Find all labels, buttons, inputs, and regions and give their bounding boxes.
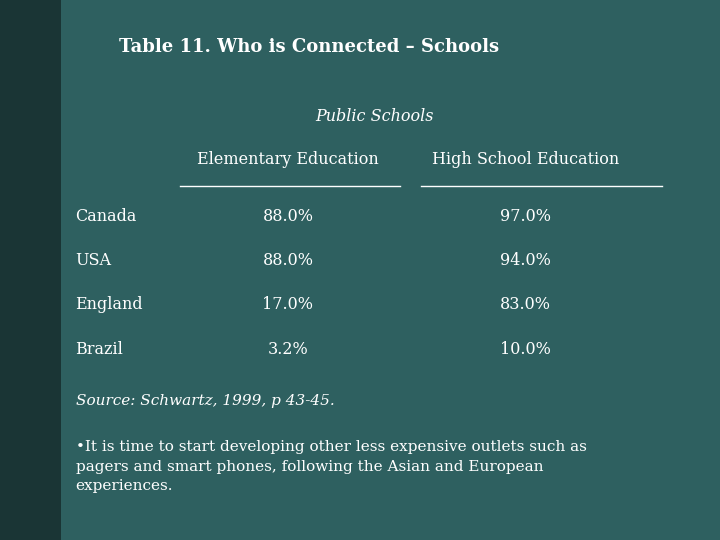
Text: •It is time to start developing other less expensive outlets such as
pagers and : •It is time to start developing other le… [76, 440, 587, 493]
Text: Table 11. Who is Connected – Schools: Table 11. Who is Connected – Schools [119, 38, 499, 56]
Text: High School Education: High School Education [432, 151, 619, 168]
Text: 17.0%: 17.0% [263, 296, 313, 313]
Text: 88.0%: 88.0% [263, 252, 313, 269]
Text: England: England [76, 296, 143, 313]
Text: Elementary Education: Elementary Education [197, 151, 379, 168]
Text: 3.2%: 3.2% [268, 341, 308, 357]
Text: 97.0%: 97.0% [500, 208, 551, 225]
Text: 94.0%: 94.0% [500, 252, 551, 269]
Text: 83.0%: 83.0% [500, 296, 551, 313]
Text: 10.0%: 10.0% [500, 341, 551, 357]
Text: Brazil: Brazil [76, 341, 123, 357]
Bar [0, 0, 61, 540]
Text: Source: Schwartz, 1999, p 43-45.: Source: Schwartz, 1999, p 43-45. [76, 394, 334, 408]
Text: USA: USA [76, 252, 112, 269]
Text: 88.0%: 88.0% [263, 208, 313, 225]
Text: Canada: Canada [76, 208, 137, 225]
Text: Public Schools: Public Schools [315, 108, 433, 125]
